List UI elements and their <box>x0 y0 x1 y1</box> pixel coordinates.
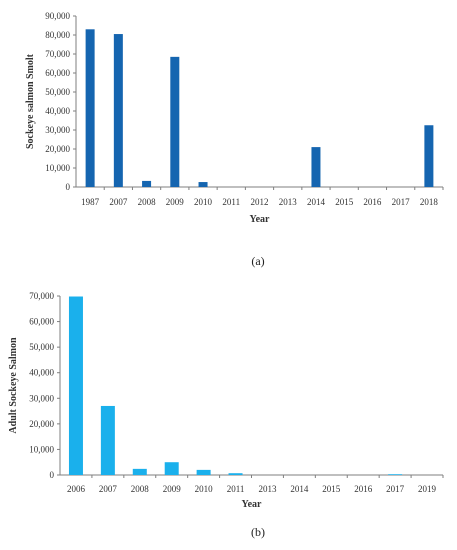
bar-2008 <box>132 468 147 475</box>
x-tick-label: 2018 <box>420 197 439 207</box>
x-tick-label: 2012 <box>251 197 269 207</box>
x-tick-label: 2008 <box>131 484 150 494</box>
bar-2009 <box>164 462 179 475</box>
panel-label: (a) <box>251 254 264 268</box>
x-tick-label: 2014 <box>290 484 309 494</box>
bar-2010 <box>198 182 208 187</box>
y-tick-label: 40,000 <box>45 106 70 116</box>
panel-label: (b) <box>251 525 265 539</box>
bar-2014 <box>311 147 321 187</box>
bar-2009 <box>170 56 180 187</box>
bar-2006 <box>68 296 83 475</box>
y-tick-label: 30,000 <box>29 393 54 403</box>
x-tick-label: 2011 <box>227 484 245 494</box>
x-tick-label: 2017 <box>386 484 405 494</box>
x-tick-label: 2011 <box>222 197 240 207</box>
x-tick-label: 2009 <box>166 197 185 207</box>
bar-1987 <box>85 29 95 187</box>
y-tick-label: 60,000 <box>29 317 54 327</box>
y-axis-title: Adult Sockeye Salmon <box>8 337 19 434</box>
x-tick-label: 2019 <box>418 484 437 494</box>
y-axis-title: Sockeye salmon Smolt <box>25 53 36 149</box>
bar-2011 <box>228 473 243 475</box>
x-tick-label: 2015 <box>322 484 341 494</box>
y-tick-label: 80,000 <box>45 30 70 40</box>
y-tick-label: 20,000 <box>29 419 54 429</box>
x-tick-label: 2010 <box>194 197 213 207</box>
bar-2017 <box>388 474 403 475</box>
x-axis-title: Year <box>250 214 271 225</box>
y-tick-label: 10,000 <box>29 444 54 454</box>
x-tick-label: 2015 <box>335 197 354 207</box>
x-tick-label: 2013 <box>258 484 277 494</box>
bar-2010 <box>196 469 211 475</box>
bar-2008 <box>142 180 152 187</box>
x-tick-label: 2016 <box>354 484 373 494</box>
bar-2018 <box>424 125 434 187</box>
y-tick-label: 60,000 <box>45 68 70 78</box>
y-tick-label: 50,000 <box>29 342 54 352</box>
x-tick-label: 2007 <box>99 484 118 494</box>
y-tick-label: 0 <box>66 182 71 192</box>
x-tick-label: 2008 <box>138 197 157 207</box>
y-tick-label: 20,000 <box>45 144 70 154</box>
x-tick-label: 2016 <box>363 197 382 207</box>
y-tick-label: 70,000 <box>45 49 70 59</box>
y-tick-label: 70,000 <box>29 291 54 301</box>
x-tick-label: 2010 <box>195 484 214 494</box>
x-tick-label: 2007 <box>109 197 128 207</box>
y-tick-label: 0 <box>50 470 55 480</box>
y-tick-label: 30,000 <box>45 125 70 135</box>
x-tick-label: 2013 <box>279 197 298 207</box>
y-tick-label: 50,000 <box>45 87 70 97</box>
x-axis-title: Year <box>242 499 263 510</box>
chart-panel-b: 0 10,000 20,000 30,000 40,000 50,000 60,000 70,… <box>8 291 444 539</box>
x-tick-label: 2017 <box>392 197 411 207</box>
x-tick-label: 2014 <box>307 197 326 207</box>
bar-2007 <box>113 34 123 187</box>
chart-panel-a: 0 10,000 20,000 30,000 40,000 50,000 60,000 70,… <box>25 11 444 268</box>
y-tick-label: 10,000 <box>45 163 70 173</box>
y-tick-label: 40,000 <box>29 368 54 378</box>
bar-2007 <box>100 405 115 475</box>
x-tick-label: 2009 <box>163 484 182 494</box>
y-tick-label: 90,000 <box>45 11 70 21</box>
x-tick-label: 1987 <box>81 197 100 207</box>
x-tick-label: 2006 <box>67 484 86 494</box>
